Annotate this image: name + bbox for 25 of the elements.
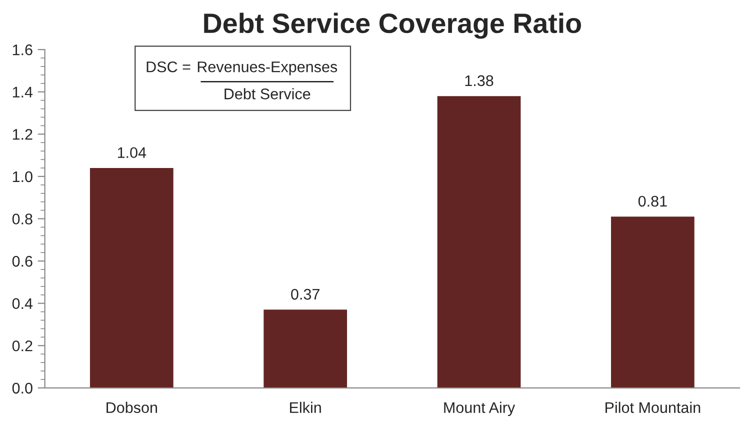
y-tick-label: 0.0 [12,382,32,394]
annotation: DSC = [146,61,190,72]
bar [264,310,348,388]
x-tick-label: Pilot Mountain [606,402,700,414]
data-label: 1.38 [465,75,494,86]
y-tick-label: 1.2 [12,129,32,140]
bar [611,216,694,388]
x-tick-label: Elkin [290,402,321,413]
annotation: Revenues-Expenses [198,62,338,76]
y-tick-label: 1.0 [12,171,32,182]
data-label: 0.37 [291,288,320,300]
y-tick-label: 1.6 [12,44,32,56]
y-tick-label: 0.4 [12,298,33,309]
x-tick-label: Dobson [106,402,157,414]
y-tick-label: 0.2 [12,340,32,352]
y-tick-label: 0.6 [12,256,32,267]
data-label: 0.81 [638,196,667,207]
bar [437,96,521,388]
x-tick-label: Mount Airy [444,402,516,416]
data-label: 1.04 [118,147,146,158]
annotation: Debt Service [224,88,310,100]
bar [90,168,174,388]
y-tick-label: 1.4 [12,86,33,98]
y-tick-label: 0.8 [12,214,32,224]
chart-title: Debt Service Coverage Ratio [204,12,581,39]
